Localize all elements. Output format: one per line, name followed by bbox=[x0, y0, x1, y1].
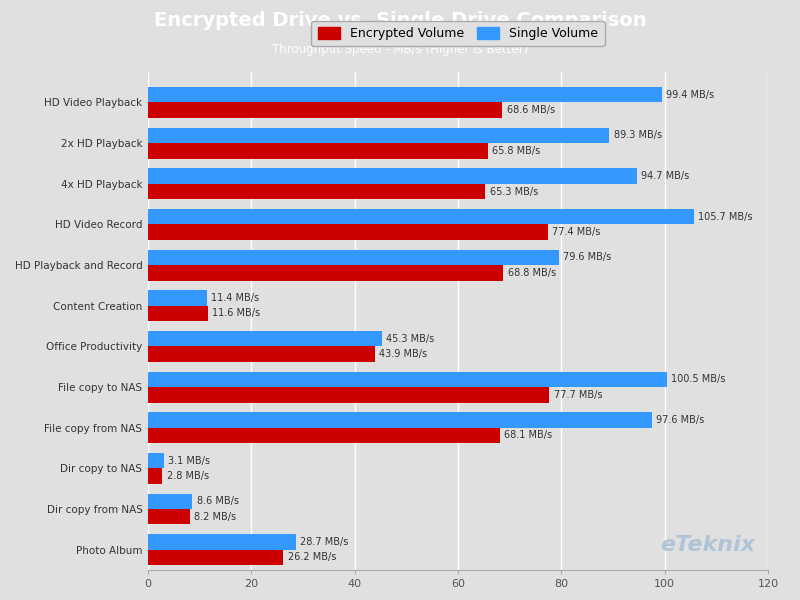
Bar bbox=[148, 387, 550, 403]
Bar bbox=[148, 371, 667, 387]
Bar bbox=[148, 494, 193, 509]
Bar bbox=[148, 209, 694, 224]
Bar bbox=[148, 412, 652, 428]
Text: Encrypted Drive vs. Single Drive Comparison: Encrypted Drive vs. Single Drive Compari… bbox=[154, 11, 646, 29]
Text: 11.6 MB/s: 11.6 MB/s bbox=[212, 308, 260, 319]
Text: 99.4 MB/s: 99.4 MB/s bbox=[666, 90, 714, 100]
Bar bbox=[148, 453, 164, 469]
Bar bbox=[148, 290, 207, 306]
Text: 65.3 MB/s: 65.3 MB/s bbox=[490, 187, 538, 197]
Bar bbox=[148, 509, 190, 524]
Text: 94.7 MB/s: 94.7 MB/s bbox=[642, 171, 690, 181]
Legend: Encrypted Volume, Single Volume: Encrypted Volume, Single Volume bbox=[311, 21, 605, 46]
Text: 26.2 MB/s: 26.2 MB/s bbox=[287, 553, 336, 562]
Bar bbox=[148, 550, 283, 565]
Bar bbox=[148, 534, 296, 550]
Text: 65.8 MB/s: 65.8 MB/s bbox=[492, 146, 540, 156]
Text: 105.7 MB/s: 105.7 MB/s bbox=[698, 212, 753, 222]
Text: 45.3 MB/s: 45.3 MB/s bbox=[386, 334, 434, 344]
Text: 8.6 MB/s: 8.6 MB/s bbox=[197, 496, 238, 506]
Bar bbox=[148, 169, 638, 184]
Text: 8.2 MB/s: 8.2 MB/s bbox=[194, 512, 237, 522]
Bar bbox=[148, 250, 559, 265]
Text: 68.6 MB/s: 68.6 MB/s bbox=[506, 105, 554, 115]
Bar bbox=[148, 87, 662, 103]
Text: 68.8 MB/s: 68.8 MB/s bbox=[507, 268, 556, 278]
Text: eTeknix: eTeknix bbox=[661, 535, 755, 555]
Text: 11.4 MB/s: 11.4 MB/s bbox=[211, 293, 259, 303]
Text: 79.6 MB/s: 79.6 MB/s bbox=[563, 253, 612, 262]
Bar bbox=[148, 224, 548, 240]
Text: 28.7 MB/s: 28.7 MB/s bbox=[301, 537, 349, 547]
Text: Throughput Speed - MB/s (Higher Is Better): Throughput Speed - MB/s (Higher Is Bette… bbox=[272, 43, 528, 56]
Bar bbox=[148, 128, 610, 143]
Bar bbox=[148, 428, 500, 443]
Text: 2.8 MB/s: 2.8 MB/s bbox=[166, 471, 209, 481]
Bar bbox=[148, 306, 208, 321]
Bar bbox=[148, 469, 162, 484]
Text: 77.4 MB/s: 77.4 MB/s bbox=[552, 227, 601, 237]
Bar bbox=[148, 143, 488, 158]
Bar bbox=[148, 184, 486, 199]
Bar bbox=[148, 331, 382, 346]
Bar bbox=[148, 265, 503, 281]
Text: 3.1 MB/s: 3.1 MB/s bbox=[168, 455, 210, 466]
Text: 100.5 MB/s: 100.5 MB/s bbox=[671, 374, 726, 385]
Bar bbox=[148, 103, 502, 118]
Text: 89.3 MB/s: 89.3 MB/s bbox=[614, 130, 662, 140]
Text: 77.7 MB/s: 77.7 MB/s bbox=[554, 390, 602, 400]
Text: 68.1 MB/s: 68.1 MB/s bbox=[504, 430, 552, 440]
Bar bbox=[148, 346, 375, 362]
Text: 43.9 MB/s: 43.9 MB/s bbox=[379, 349, 427, 359]
Text: 97.6 MB/s: 97.6 MB/s bbox=[656, 415, 705, 425]
